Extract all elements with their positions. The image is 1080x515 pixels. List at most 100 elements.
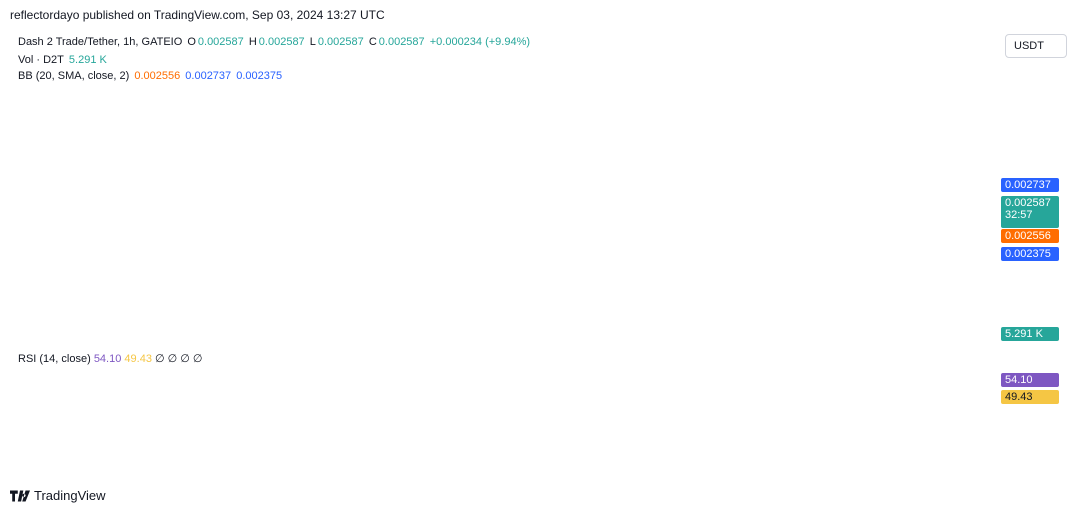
candle-body bbox=[805, 223, 810, 225]
candle-body bbox=[686, 269, 691, 282]
volume-bar bbox=[873, 263, 878, 343]
volume-bar bbox=[431, 337, 436, 343]
candle-body bbox=[782, 221, 787, 224]
candle-body bbox=[510, 252, 515, 254]
volume-bar bbox=[46, 337, 51, 343]
volume-bar bbox=[408, 335, 413, 343]
volume-bar bbox=[556, 340, 561, 343]
candle-body bbox=[40, 223, 45, 230]
rsi-ma-legend-value: 49.43 bbox=[124, 353, 152, 365]
bb-label[interactable]: BB (20, SMA, close, 2) bbox=[18, 70, 130, 82]
volume-label[interactable]: Vol · D2T bbox=[18, 54, 64, 66]
close-value: 0.002587 bbox=[378, 36, 425, 48]
price-tag: 0.002587 32:57 bbox=[1001, 196, 1059, 228]
time-tick-label: 4 bbox=[963, 460, 969, 472]
candle-body bbox=[635, 253, 640, 256]
volume-tag: 5.291 K bbox=[1001, 327, 1059, 341]
published-by-header: reflectordayo published on TradingView.c… bbox=[10, 8, 385, 22]
time-tick-label: Sep bbox=[733, 460, 753, 472]
rsi-band-fill bbox=[10, 376, 1000, 419]
volume-bar bbox=[171, 340, 176, 343]
volume-bar bbox=[29, 339, 34, 343]
candle-body bbox=[748, 233, 753, 239]
volume-bar bbox=[646, 341, 651, 343]
symbol-name[interactable]: Dash 2 Trade/Tether, 1h, GATEIO bbox=[18, 36, 183, 48]
volume-legend: Vol · D2T 5.291 K bbox=[18, 54, 109, 66]
tradingview-logo-icon bbox=[10, 489, 30, 502]
rsi-tick-label: 25.00 bbox=[1008, 419, 1036, 431]
volume-bar bbox=[352, 339, 357, 343]
open-label: O bbox=[187, 36, 196, 48]
volume-bar bbox=[510, 340, 515, 343]
volume-bar bbox=[743, 289, 748, 343]
footer-brand-label: TradingView bbox=[34, 488, 106, 503]
rsi-legend-extra: ∅ ∅ ∅ ∅ bbox=[155, 353, 203, 365]
bb-legend: BB (20, SMA, close, 2) 0.002556 0.002737… bbox=[18, 70, 284, 82]
volume-bar bbox=[295, 340, 300, 343]
candle-body bbox=[465, 249, 470, 253]
volume-bar bbox=[890, 324, 895, 343]
close-label: C bbox=[368, 36, 377, 48]
time-tick-label: 27 bbox=[473, 460, 485, 472]
volume-bar bbox=[91, 340, 96, 343]
low-label: L bbox=[309, 36, 316, 48]
volume-bar bbox=[686, 339, 691, 343]
volume-bar bbox=[465, 339, 470, 343]
high-value: 0.002587 bbox=[258, 36, 305, 48]
volume-bar bbox=[69, 331, 74, 343]
volume-bar bbox=[125, 339, 130, 343]
candle-body bbox=[227, 224, 232, 227]
candle-body bbox=[658, 255, 663, 258]
candle-body bbox=[731, 139, 736, 268]
rsi-line bbox=[13, 372, 893, 440]
candle-body bbox=[182, 224, 187, 227]
volume-bar bbox=[12, 339, 17, 343]
candle-body bbox=[714, 247, 719, 254]
volume-bar bbox=[601, 341, 606, 343]
candle-body bbox=[403, 230, 408, 271]
time-tick-label: 24 bbox=[54, 460, 66, 472]
price-tick-label: 0.003000 bbox=[1008, 153, 1054, 165]
bb-basis-tag: 0.002556 bbox=[1001, 229, 1059, 243]
candle-body bbox=[884, 250, 889, 258]
candle-body bbox=[754, 229, 759, 236]
candle-body bbox=[352, 227, 357, 230]
bb-upper-tag: 0.002737 bbox=[1001, 178, 1059, 192]
bb-lower-value: 0.002375 bbox=[236, 70, 283, 82]
volume-bar bbox=[731, 336, 736, 343]
candle-body bbox=[437, 253, 442, 256]
high-label: H bbox=[248, 36, 257, 48]
countdown-value: 32:57 bbox=[1005, 209, 1033, 221]
volume-bar bbox=[239, 340, 244, 343]
time-tick-label: 2 bbox=[850, 460, 856, 472]
candle-body bbox=[454, 252, 459, 256]
candle-body bbox=[601, 253, 606, 258]
price-tick-label: 0.002000 bbox=[1008, 308, 1054, 320]
candle-body bbox=[69, 219, 74, 228]
candle-body bbox=[420, 244, 425, 254]
bb-upper-line bbox=[14, 165, 893, 253]
rsi-label[interactable]: RSI (14, close) bbox=[18, 353, 91, 365]
volume-bar bbox=[403, 332, 408, 343]
candle-body bbox=[765, 199, 770, 233]
bb-band-fill bbox=[14, 165, 893, 321]
candle-body bbox=[578, 253, 583, 259]
candle-body bbox=[148, 224, 153, 227]
candle-body bbox=[488, 250, 493, 253]
footer-brand[interactable]: TradingView bbox=[10, 488, 106, 503]
price-tick-label: 0.003500 bbox=[1008, 76, 1054, 88]
candle-body bbox=[86, 224, 91, 228]
candle-body bbox=[114, 224, 119, 227]
volume-bar bbox=[748, 328, 753, 343]
rsi-legend: RSI (14, close) 54.10 49.43 ∅ ∅ ∅ ∅ bbox=[18, 352, 203, 365]
volume-bar bbox=[760, 338, 765, 343]
volume-bar bbox=[805, 341, 810, 343]
rsi-ma-tag: 49.43 bbox=[1001, 390, 1059, 404]
bb-basis-value: 0.002556 bbox=[134, 70, 181, 82]
candle-body bbox=[307, 226, 312, 228]
bb-upper-value: 0.002737 bbox=[185, 70, 232, 82]
candle-body bbox=[408, 244, 413, 270]
candle-body bbox=[726, 266, 731, 268]
change-value: +0.000234 (+9.94%) bbox=[429, 36, 531, 48]
currency-selector[interactable]: USDT bbox=[1005, 34, 1067, 58]
